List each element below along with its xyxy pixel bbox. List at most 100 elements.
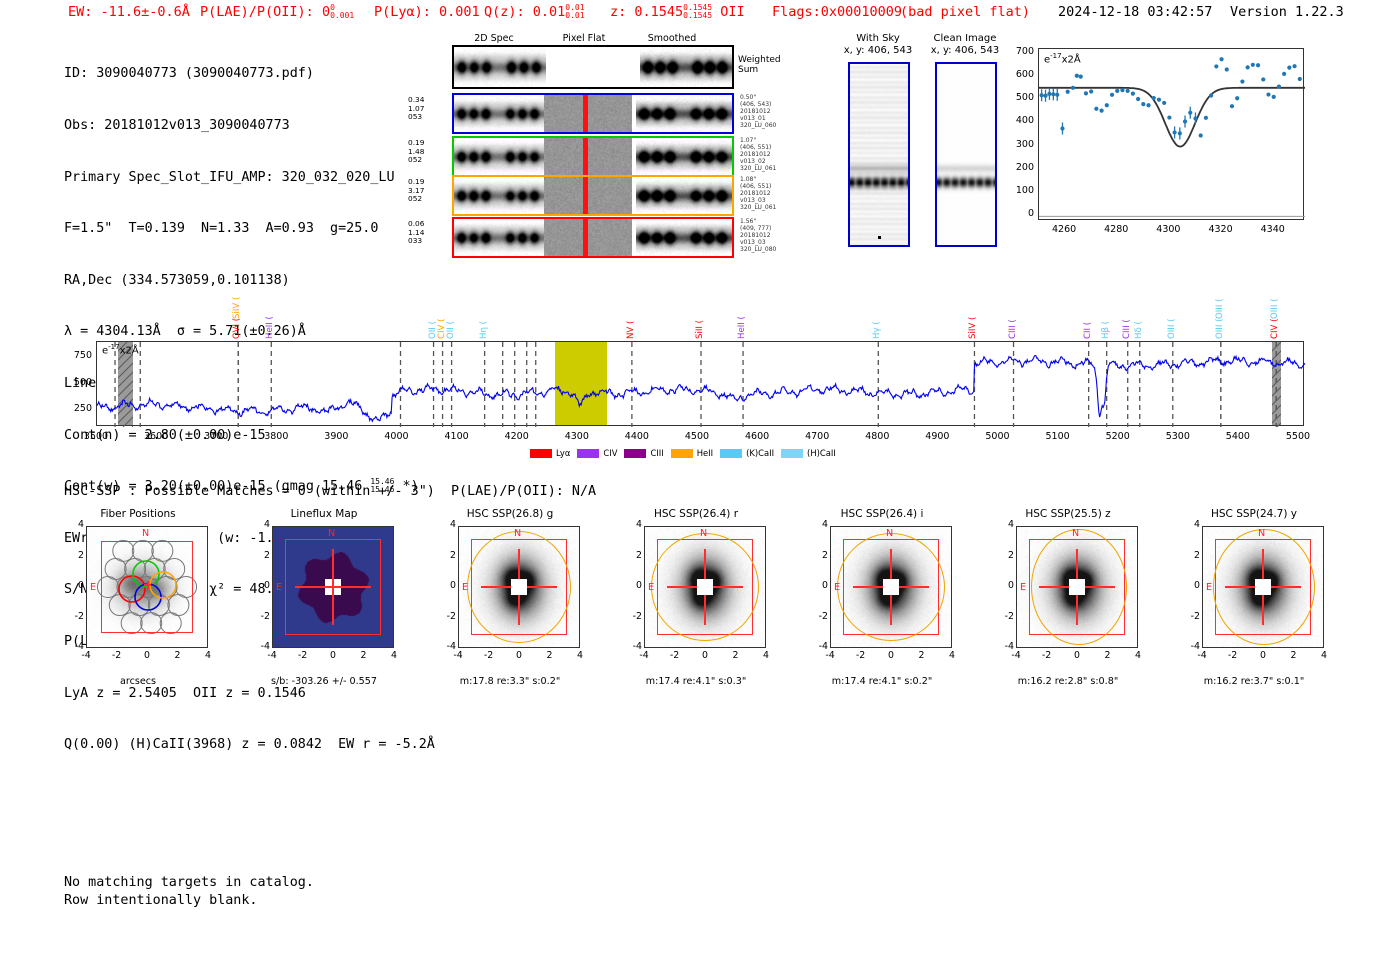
hsc-panel-title: HSC SSP(26.8) g — [466, 508, 554, 520]
info-line-classification: Q(0.00) (H)CaII(3968) z = 0.0842 EW r = … — [64, 737, 435, 753]
legend-swatch — [530, 448, 552, 458]
hsc-xtick: 2 — [1104, 650, 1111, 661]
spec2d-2dspec-image — [454, 177, 544, 214]
hsc-ytick: 0 — [450, 580, 456, 591]
flags-value: Flags:0x00010009 — [772, 4, 903, 20]
spec2d-2dspec-image — [454, 95, 544, 132]
spec2d-row — [452, 136, 734, 177]
legend-label: (K)CaII — [746, 448, 775, 458]
compass-north-label: N — [142, 528, 150, 539]
spec2d-panel-group: 2D Spec Pixel Flat Smoothed Weighted Sum 0.3… — [408, 33, 812, 261]
spectrum-ytick: 250 — [73, 403, 92, 415]
hsc-xtick: -4 — [639, 650, 649, 661]
hsc-panel-image — [830, 526, 952, 648]
hsc-ytick: -4 — [818, 641, 828, 652]
info-line-primary-spec: Primary Spec_Slot_IFU_AMP: 320_032_020_L… — [64, 169, 395, 185]
hsc-ytick: 2 — [78, 549, 84, 561]
spectrum-line-label: HeII ( — [737, 316, 748, 339]
spectrum-xtick: 5400 — [1225, 431, 1250, 442]
spectrum-xtick: 3700 — [204, 431, 229, 442]
hsc-ytick: 4 — [636, 519, 642, 530]
pixel-flat-defect-marker — [583, 219, 588, 256]
pixel-flat-defect-marker — [583, 138, 588, 175]
position-crosshair-horizontal — [295, 586, 371, 588]
hsc-xtick: -2 — [669, 650, 680, 661]
spectrum-ytick: 750 — [73, 349, 92, 361]
hsc-ytick: -2 — [632, 610, 642, 622]
hsc-panel: HSC SSP(26.4) r N E -4 -4 -2 -2 0 0 2 2 4 4 m:17.4 re… — [622, 508, 770, 698]
compass-north-label: N — [514, 528, 522, 539]
spectrum-line-label: OII ( — [445, 321, 456, 339]
weighted-sum-2dspec — [454, 47, 546, 87]
masked-band — [1271, 342, 1281, 427]
hsc-ytick: -4 — [1190, 641, 1200, 652]
hsc-xtick: -2 — [483, 650, 494, 661]
pixel-flat-defect-marker — [583, 95, 588, 132]
spectrum-xtick: 5500 — [1285, 431, 1311, 442]
hsc-panel-title: Fiber Positions — [100, 508, 176, 520]
spectrum-line-label: Hβ ( — [1100, 320, 1111, 339]
hsc-panel-title: HSC SSP(26.4) r — [653, 508, 739, 520]
hsc-ytick: 0 — [1194, 580, 1200, 591]
spectrum-xtick: 4100 — [444, 431, 469, 442]
compass-north-label: N — [328, 528, 336, 539]
petrosian-ellipse — [837, 533, 945, 641]
spectrum-line-label: CIII ( — [1007, 319, 1018, 339]
spec2d-column-header: Pixel Flat — [562, 33, 606, 44]
spec2d-pixelflat-image — [544, 177, 632, 214]
hsc-panel-title: HSC SSP(26.4) i — [840, 508, 924, 520]
hsc-panel: Fiber Positions N E -4 -4 -2 -2 0 0 2 2 4 4 arcsecs — [64, 508, 212, 698]
fit-plot-xtick: 4280 — [1104, 224, 1129, 235]
spectrum-line-label: SiIV ( — [968, 316, 979, 339]
hsc-panel: HSC SSP(26.4) i N E -4 -4 -2 -2 0 0 2 2 4 4 m:17.4 re… — [808, 508, 956, 698]
spec2d-row-metrics: 0.06 1.14 033 — [408, 219, 425, 246]
version-label: Version 1.22.3 — [1230, 4, 1344, 20]
spectrum-xtick: 4200 — [504, 431, 529, 442]
legend-swatch — [720, 448, 743, 458]
spectrum-xtick: 5300 — [1165, 431, 1190, 442]
fit-plot-ytick: 700 — [1015, 45, 1034, 57]
weighted-sum-label: Weighted Sum — [738, 55, 781, 75]
info-line-params: F=1.5" T=0.139 N=1.33 A=0.93 g=25.0 — [64, 221, 379, 237]
spectrum-line-label: Hγ ( — [872, 321, 883, 339]
full-spectrum-axes — [96, 341, 1306, 427]
hsc-ytick: -2 — [446, 610, 456, 622]
hsc-ytick: 2 — [264, 549, 270, 561]
hsc-xtick: 4 — [1135, 650, 1141, 661]
hsc-panel-image — [272, 526, 394, 648]
hsc-xtick: -4 — [1011, 650, 1021, 661]
top-status-bar: EW: -11.6±-0.6Å P(LAE)/P(OII): 0 0 0.001 P… — [0, 3, 1400, 26]
hsc-panel-caption: m:16.2 re:3.7" s:0.1" — [1203, 676, 1305, 687]
legend-item: CIV — [577, 448, 617, 458]
compass-east-label: E — [1020, 582, 1027, 593]
spectrum-xtick: 4600 — [745, 431, 770, 442]
hsc-panel-caption: s/b: -303.26 +/- 0.557 — [271, 676, 377, 687]
hsc-ytick: 2 — [636, 549, 642, 561]
compass-north-label: N — [1072, 528, 1080, 539]
spectrum-legend: Lyα CIV CIII HeII (K)CaII (H)CaII — [530, 448, 836, 458]
hsc-ytick: 2 — [450, 549, 456, 561]
plya-value: P(Lyα): 0.001 — [374, 4, 480, 20]
hsc-xtick: -4 — [453, 650, 463, 661]
hsc-ytick: 4 — [1008, 519, 1014, 530]
hsc-xtick: 0 — [330, 650, 336, 661]
spec2d-row-meta: 1.08" (406, 551) 20181012 v013_03 320_LU_061 — [740, 176, 777, 212]
spectrum-line-label: NV ( — [625, 320, 636, 339]
spectrum-xtick: 4800 — [865, 431, 890, 442]
spec2d-2dspec-image — [454, 219, 544, 256]
spectrum-xtick: 4700 — [805, 431, 830, 442]
spectrum-line-label: Hδ ( — [1133, 321, 1144, 339]
hsc-ytick: -4 — [260, 641, 270, 652]
legend-label: Lyα — [556, 448, 571, 458]
hsc-xtick: -4 — [267, 650, 277, 661]
hsc-xtick: 2 — [360, 650, 367, 661]
compass-north-label: N — [886, 528, 894, 539]
spec2d-row-metrics: 0.19 1.48 052 — [408, 138, 425, 165]
hsc-ytick: 2 — [1008, 549, 1014, 561]
hsc-xtick: -2 — [111, 650, 122, 661]
spec2d-column-header: 2D Spec — [474, 33, 514, 44]
hsc-summary-line: HSC-SSP : Possible Matches = 0 (within +… — [64, 484, 597, 499]
spectrum-line-label: OIII ( — [1270, 298, 1281, 319]
spec2d-2dspec-image — [454, 138, 544, 175]
hsc-xtick: 4 — [763, 650, 769, 661]
